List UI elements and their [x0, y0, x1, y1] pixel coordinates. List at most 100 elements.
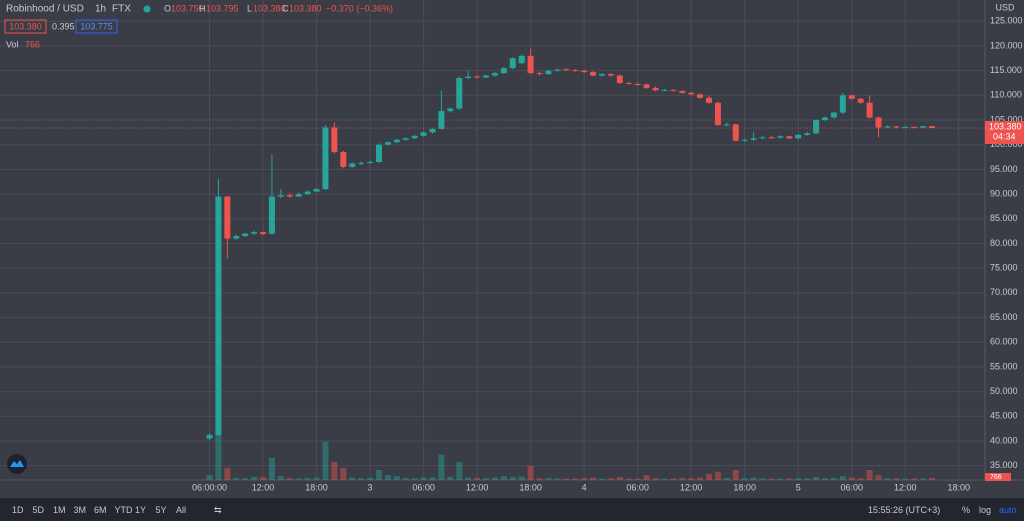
- candle-body: [759, 137, 766, 139]
- volume-bar: [393, 476, 400, 480]
- y-tick-label: 115.000: [990, 65, 1022, 75]
- volume-bar: [875, 475, 882, 480]
- volume-bar: [652, 478, 659, 480]
- candle-body: [491, 73, 498, 76]
- bid[interactable]: 103.380: [9, 21, 42, 31]
- volume-bar: [438, 454, 445, 480]
- candle-body: [277, 195, 284, 197]
- volume-bar: [741, 478, 748, 480]
- countdown: 04:34: [993, 131, 1016, 141]
- volume-bar: [893, 478, 900, 480]
- volume-bar: [634, 478, 641, 480]
- volume-bar: [732, 470, 739, 480]
- h-value: 103.795: [206, 3, 239, 13]
- candle-body: [411, 135, 418, 139]
- volume-bar: [206, 475, 213, 480]
- candle-body: [616, 75, 623, 83]
- x-tick-label: 12:00: [466, 482, 489, 492]
- chart: Robinhood / USD 1h FTX O 103.750 H 103.7…: [0, 0, 1024, 493]
- candle-body: [598, 74, 605, 76]
- x-tick-label: 18:00: [519, 482, 542, 492]
- candle-body: [402, 138, 409, 140]
- volume-bar: [768, 478, 775, 480]
- candle-body: [723, 124, 730, 126]
- range-button[interactable]: 5D: [32, 505, 45, 515]
- volume-bar: [848, 477, 855, 480]
- volume-tag: [985, 473, 1011, 481]
- candle-body: [536, 73, 543, 75]
- candle-body: [554, 69, 561, 71]
- volume-bar: [688, 478, 695, 480]
- range-button[interactable]: 1M: [53, 505, 66, 515]
- candle-body: [268, 196, 275, 234]
- interval[interactable]: 1h: [95, 4, 106, 15]
- candle-body: [643, 84, 650, 88]
- y-tick-label: 60.000: [990, 337, 1018, 347]
- log-toggle[interactable]: log: [979, 505, 992, 515]
- volume-bar: [697, 477, 704, 480]
- volume-bar: [643, 475, 650, 480]
- y-tick-label: 65.000: [990, 312, 1018, 322]
- candle-body: [893, 126, 900, 128]
- range-button[interactable]: 5Y: [155, 505, 167, 515]
- volume-bar: [920, 478, 927, 480]
- candle-body: [295, 194, 302, 197]
- candle-body: [875, 117, 882, 128]
- candle-body: [813, 120, 820, 134]
- ask-box[interactable]: [75, 19, 118, 34]
- candle-body: [313, 189, 320, 192]
- candle-body: [777, 136, 784, 138]
- volume-bar: [295, 478, 302, 480]
- candle-body: [661, 89, 668, 91]
- range-button[interactable]: All: [176, 505, 187, 515]
- volume-bar: [491, 477, 498, 480]
- volume-bar: [884, 478, 891, 480]
- ask[interactable]: 103.775: [80, 21, 113, 31]
- y-tick-label: 85.000: [990, 213, 1018, 223]
- volume-bar: [536, 478, 543, 480]
- candle-body: [839, 95, 846, 113]
- date-range-icon[interactable]: ⇆: [214, 505, 222, 515]
- range-button[interactable]: YTD: [114, 505, 133, 515]
- candle-body: [750, 138, 757, 140]
- range-button[interactable]: 3M: [73, 505, 87, 515]
- volume-bar: [500, 476, 507, 480]
- volume-bar: [795, 478, 802, 480]
- range-button[interactable]: 6M: [94, 505, 107, 515]
- percent-toggle[interactable]: %: [962, 505, 971, 515]
- candle-body: [857, 98, 864, 103]
- symbol[interactable]: Robinhood / USD: [6, 4, 84, 15]
- plot: [0, 48, 985, 480]
- volume-bar: [527, 465, 534, 480]
- auto-toggle[interactable]: auto: [999, 505, 1017, 515]
- volume-bar: [474, 477, 481, 480]
- candle-body: [741, 139, 748, 141]
- y-tick-label: 125.000: [990, 16, 1023, 26]
- candle-body: [251, 232, 258, 234]
- range-button[interactable]: 1D: [12, 505, 24, 515]
- x-tick-label: 18:00: [948, 482, 971, 492]
- h-label: H: [199, 3, 206, 13]
- x-tick-label: 3: [368, 482, 373, 492]
- last-price-label: 103.380: [989, 121, 1022, 131]
- y-tick-label: 100.000: [990, 139, 1023, 149]
- spread: 0.395: [52, 21, 75, 31]
- volume-bar: [625, 478, 632, 480]
- candle-body: [438, 111, 445, 129]
- candle-body: [732, 124, 739, 141]
- volume-bar: [465, 477, 472, 480]
- volume-bar: [215, 430, 222, 480]
- volume-bar: [331, 461, 338, 480]
- volume-bar: [679, 477, 686, 480]
- volume-bar: [670, 478, 677, 480]
- range-button[interactable]: 1Y: [135, 505, 147, 515]
- volume-bar: [706, 473, 713, 480]
- grid: [0, 0, 985, 480]
- y-tick-label: 90.000: [990, 188, 1018, 198]
- bid-box[interactable]: [4, 19, 47, 34]
- candle-body: [331, 127, 338, 153]
- volume-bar: [911, 478, 918, 480]
- candle-body: [206, 435, 213, 439]
- candle-body: [804, 133, 811, 135]
